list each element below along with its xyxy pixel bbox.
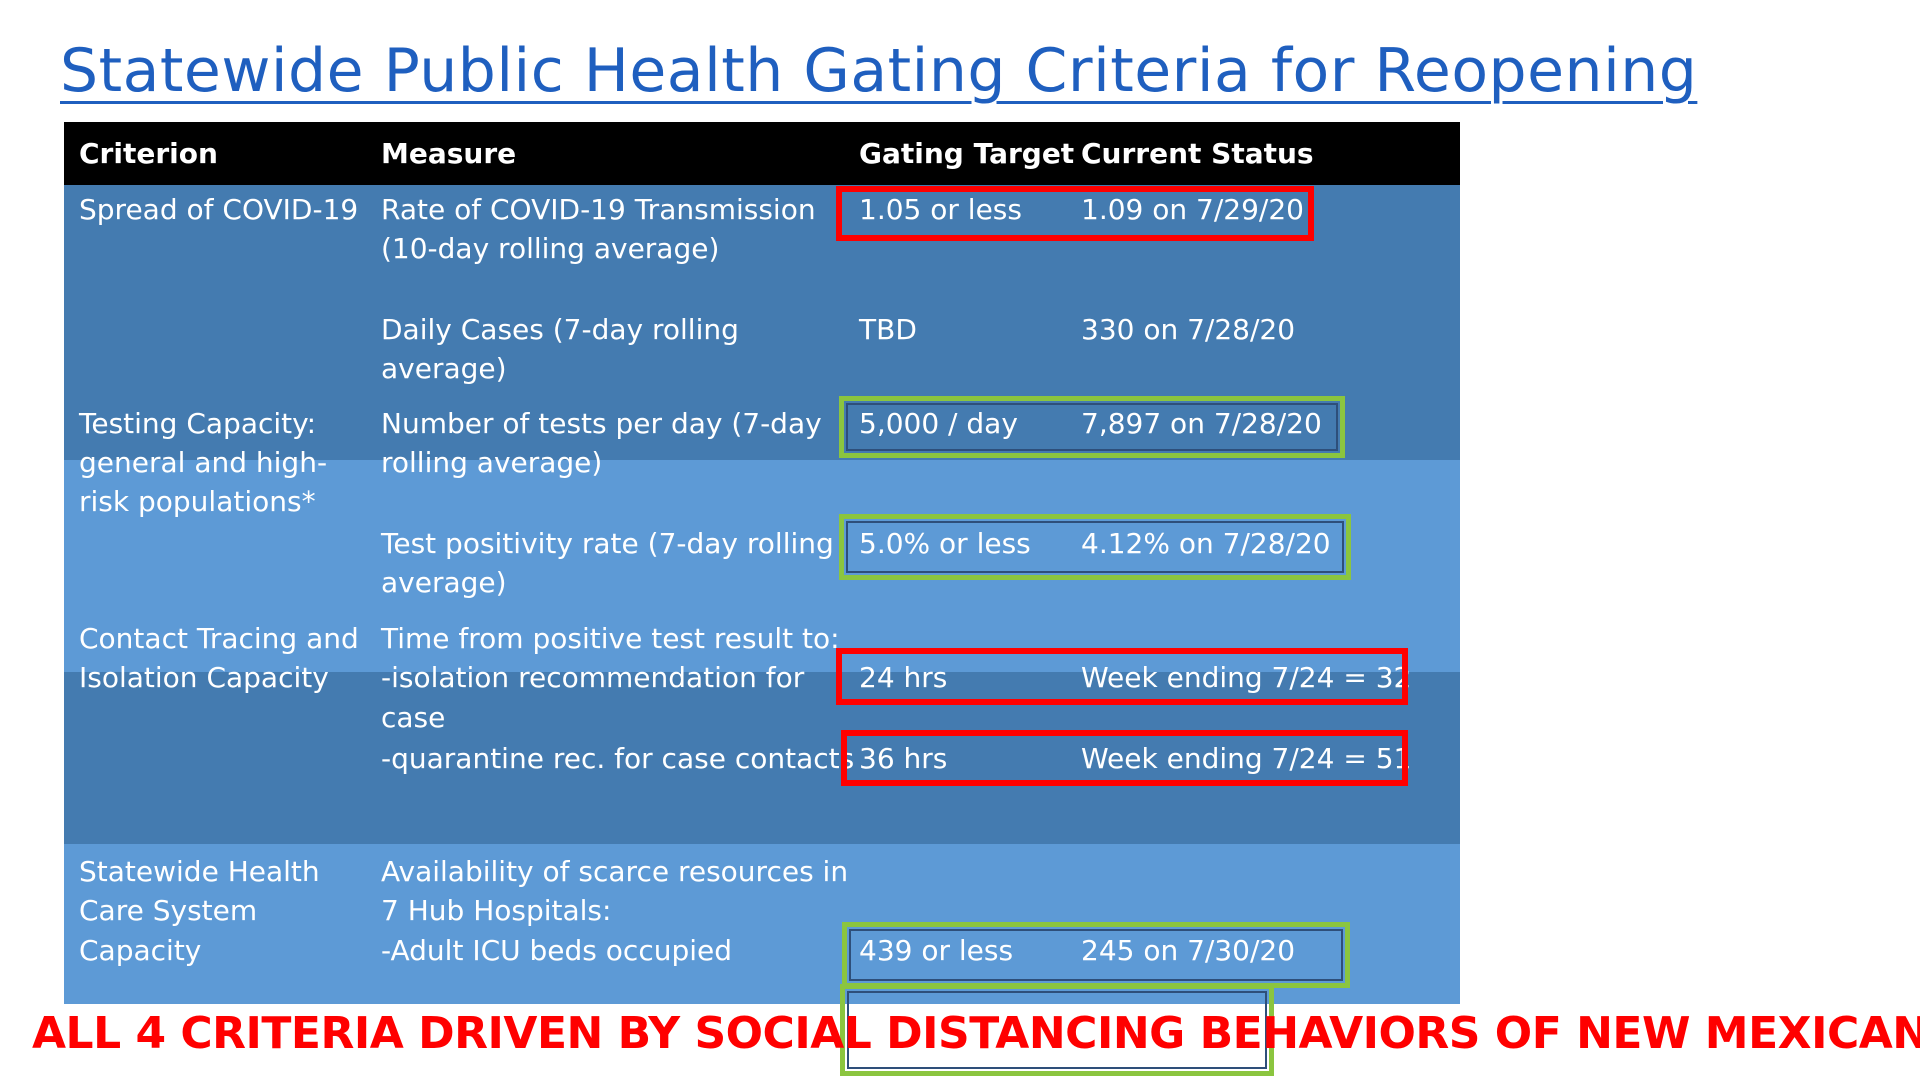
status-ppe: 7 on 7/28/20 — [1081, 1013, 1260, 1046]
measure-tracing-line2: -isolation recommendation for — [381, 661, 805, 694]
status-positivity: 4.12% on 7/28/20 — [1081, 527, 1331, 560]
row-spread-of-covid — [64, 185, 1460, 460]
measure-transmission-line1: Rate of COVID-19 Transmission — [381, 193, 816, 226]
criterion-spread: Spread of COVID-19 — [79, 193, 359, 226]
measure-tracing-line3: case — [381, 701, 446, 734]
target-positivity: 5.0% or less — [859, 527, 1031, 560]
header-current-status: Current Status — [1081, 137, 1314, 170]
status-quarantine: Week ending 7/24 = 51 — [1081, 742, 1412, 775]
criterion-healthcare-line2: Care System — [79, 894, 258, 927]
measure-ppe: -PPE — [381, 1013, 443, 1046]
footer-banner: ALL 4 CRITERIA DRIVEN BY SOCIAL DISTANCI… — [32, 1008, 1920, 1059]
criterion-healthcare-line1: Statewide Health — [79, 855, 320, 888]
measure-tests-per-day-line2: rolling average) — [381, 446, 603, 479]
measure-positivity-line1: Test positivity rate (7-day rolling — [381, 527, 834, 560]
measure-healthcare-line2: 7 Hub Hospitals: — [381, 894, 612, 927]
status-tests-per-day: 7,897 on 7/28/20 — [1081, 407, 1322, 440]
measure-healthcare-line1: Availability of scarce resources in — [381, 855, 849, 888]
status-daily-cases: 330 on 7/28/20 — [1081, 313, 1296, 346]
target-quarantine: 36 hrs — [859, 742, 948, 775]
alert-box-transmission — [836, 186, 1314, 241]
measure-daily-cases-line2: average) — [381, 352, 507, 385]
ok-box-icu-beds — [842, 922, 1350, 988]
page-title: Statewide Public Health Gating Criteria … — [60, 36, 1698, 106]
target-ppe: 7-day supply — [859, 1013, 1040, 1046]
target-tests-per-day: 5,000 / day — [859, 407, 1018, 440]
measure-tests-per-day-line1: Number of tests per day (7-day — [381, 407, 822, 440]
header-measure: Measure — [381, 137, 517, 170]
measure-transmission-line2: (10-day rolling average) — [381, 232, 720, 265]
criterion-testing-line1: Testing Capacity: — [79, 407, 317, 440]
measure-positivity-line2: average) — [381, 566, 507, 599]
criterion-tracing-line1: Contact Tracing and — [79, 622, 359, 655]
header-criterion: Criterion — [79, 137, 218, 170]
status-icu-beds: 245 on 7/30/20 — [1081, 934, 1296, 967]
criterion-tracing-line2: Isolation Capacity — [79, 661, 329, 694]
measure-icu-beds: -Adult ICU beds occupied — [381, 934, 733, 967]
criterion-testing-line2: general and high- — [79, 446, 328, 479]
alert-box-isolation — [836, 648, 1408, 705]
measure-tracing-line1: Time from positive test result to: — [381, 622, 840, 655]
ok-box-positivity — [839, 514, 1351, 580]
criterion-healthcare-line3: Capacity — [79, 934, 202, 967]
status-isolation: Week ending 7/24 = 32 — [1081, 661, 1412, 694]
status-transmission: 1.09 on 7/29/20 — [1081, 193, 1304, 226]
target-daily-cases: TBD — [859, 313, 917, 346]
alert-box-quarantine — [841, 730, 1408, 786]
target-isolation: 24 hrs — [859, 661, 948, 694]
measure-tracing-line4: -quarantine rec. for case contacts — [381, 742, 855, 775]
gating-criteria-table: Criterion Measure Gating Target Current … — [64, 122, 1460, 1076]
target-transmission: 1.05 or less — [859, 193, 1022, 226]
header-gating-target: Gating Target — [859, 137, 1075, 170]
measure-daily-cases-line1: Daily Cases (7-day rolling — [381, 313, 739, 346]
table-header-row — [64, 122, 1460, 185]
target-icu-beds: 439 or less — [859, 934, 1014, 967]
row-testing-capacity — [64, 460, 1460, 672]
ok-box-ppe — [840, 984, 1274, 1076]
criterion-testing-line3: risk populations* — [79, 485, 316, 518]
ok-box-tests-per-day — [839, 396, 1345, 458]
